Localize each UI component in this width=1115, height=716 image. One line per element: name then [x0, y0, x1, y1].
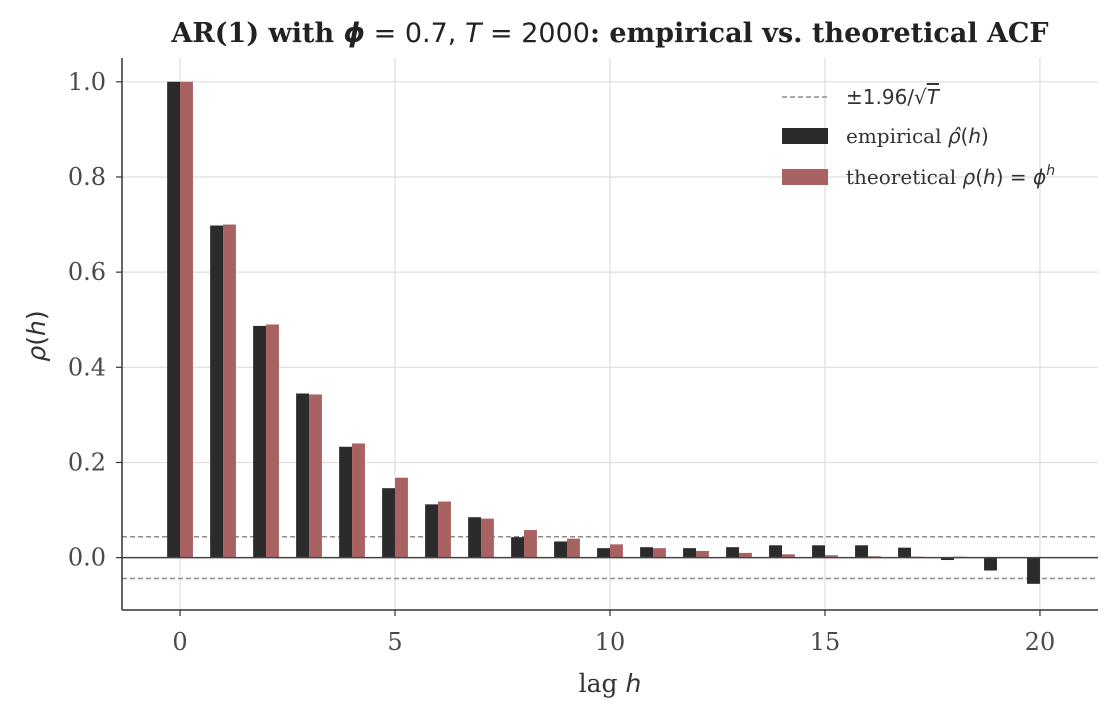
theoretical-bar: [524, 530, 537, 558]
theoretical-bar: [824, 555, 838, 558]
x-tick-label: 0: [172, 628, 187, 656]
empirical-bar: [683, 548, 696, 558]
legend-empirical-swatch: [782, 128, 828, 144]
empirical-bar: [726, 547, 739, 558]
theoretical-bar: [695, 550, 709, 558]
theoretical-bar: [395, 477, 408, 558]
confidence-band: [122, 536, 1098, 580]
theoretical-bar: [352, 443, 365, 558]
theoretical-bar: [180, 81, 193, 558]
theoretical-bar: [781, 554, 795, 558]
theoretical-bar: [738, 552, 752, 558]
x-ticks: 0 5 10 15 20: [172, 610, 1055, 656]
empirical-bar: [597, 548, 610, 558]
empirical-bar: [812, 545, 825, 558]
legend-band-label: ±1.96/√T: [846, 85, 941, 109]
y-tick-label: 0.0: [68, 544, 106, 572]
y-tick-label: 1.0: [68, 68, 106, 96]
empirical-bar: [382, 488, 396, 558]
empirical-bar: [425, 504, 439, 558]
y-ticks: 0.0 0.2 0.4 0.6 0.8 1.0: [68, 68, 122, 572]
y-axis-label: ρ(h): [22, 310, 51, 361]
theoretical-bar: [309, 394, 322, 558]
x-tick-label: 5: [387, 628, 402, 656]
y-tick-label: 0.4: [68, 353, 106, 381]
theoretical-bar: [652, 548, 666, 558]
y-tick-label: 0.6: [68, 258, 106, 286]
theoretical-bar: [610, 544, 623, 558]
chart-title: AR(1) with ϕ = 0.7, T = 2000: empirical …: [170, 18, 1048, 49]
empirical-bar: [855, 545, 868, 558]
x-tick-label: 15: [810, 628, 841, 656]
empirical-bar: [296, 393, 310, 558]
legend-theoretical-label: theoretical ρ(h) = ϕh: [846, 163, 1055, 189]
legend-theoretical-swatch: [782, 169, 828, 185]
legend: ±1.96/√T empirical ρ̂(h) theoretical ρ(h…: [782, 85, 1055, 189]
empirical-bar: [253, 325, 267, 558]
bars: [122, 81, 1098, 584]
empirical-bar: [1027, 557, 1040, 584]
empirical-bar: [898, 547, 911, 558]
theoretical-bar: [481, 518, 494, 558]
x-tick-label: 10: [595, 628, 626, 656]
empirical-bar: [941, 557, 954, 561]
theoretical-bar: [438, 501, 451, 558]
y-tick-label: 0.8: [68, 163, 106, 191]
theoretical-bar: [266, 324, 279, 558]
empirical-bar: [984, 557, 997, 571]
empirical-bar: [511, 537, 525, 558]
theoretical-bar: [223, 224, 236, 558]
theoretical-bar: [567, 538, 580, 558]
empirical-bar: [468, 517, 482, 558]
empirical-bar: [640, 547, 653, 558]
y-tick-label: 0.2: [68, 448, 106, 476]
empirical-bar: [167, 81, 181, 558]
empirical-bar: [210, 225, 224, 558]
empirical-bar: [554, 541, 568, 558]
legend-empirical-label: empirical ρ̂(h): [846, 124, 989, 148]
x-tick-label: 20: [1025, 628, 1056, 656]
empirical-bar: [769, 545, 782, 558]
grid: [122, 58, 1098, 610]
empirical-bar: [339, 446, 353, 558]
x-axis-label: lag h: [579, 669, 642, 698]
